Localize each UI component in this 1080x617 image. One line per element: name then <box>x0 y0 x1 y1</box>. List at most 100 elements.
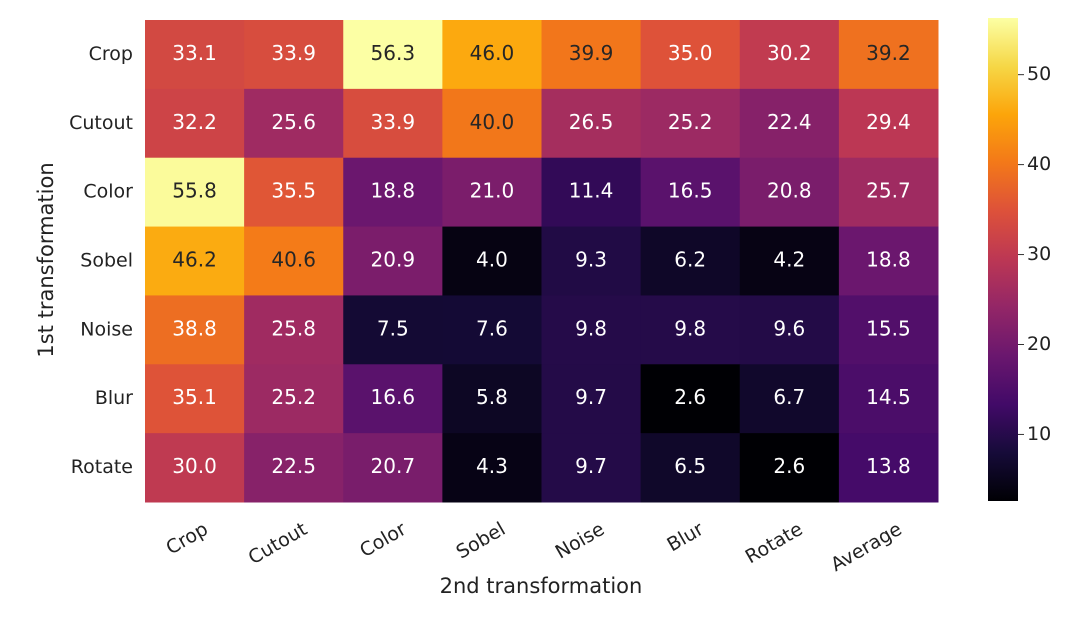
colorbar <box>988 18 1018 501</box>
x-tick-label: Crop <box>162 518 211 559</box>
heatmap-cell <box>442 88 542 159</box>
cell-label: 16.5 <box>668 179 713 203</box>
heatmap-cell <box>442 226 542 296</box>
cell-label: 25.2 <box>668 110 713 134</box>
cell-label: 33.9 <box>271 41 316 65</box>
cell-label: 21.0 <box>470 179 515 203</box>
heatmap-cell <box>442 20 542 90</box>
heatmap-cell <box>541 226 642 296</box>
cell-label: 2.6 <box>773 454 805 478</box>
heatmap-cell <box>244 20 344 90</box>
heatmap-cell <box>442 157 542 228</box>
heatmap-cell <box>145 88 245 159</box>
heatmap-cell <box>244 364 344 434</box>
cell-label: 13.8 <box>866 454 911 478</box>
heatmap-cell <box>739 20 840 90</box>
heatmap-cell <box>541 364 642 434</box>
heatmap-cell <box>640 88 741 159</box>
heatmap-cell <box>145 295 245 365</box>
cell-label: 20.7 <box>371 454 416 478</box>
heatmap-cell <box>343 295 443 365</box>
heatmap-cell <box>145 226 245 296</box>
heatmap-cell <box>838 157 939 228</box>
heatmap-cell <box>343 364 443 434</box>
heatmap-cell <box>343 88 443 159</box>
cell-label: 20.8 <box>767 179 812 203</box>
x-tick-label: Average <box>827 518 906 576</box>
cell-label: 15.5 <box>866 316 911 340</box>
heatmap-cell <box>145 433 245 503</box>
heatmap-cell <box>343 226 443 296</box>
heatmap-cell <box>541 433 642 503</box>
cell-label: 9.7 <box>575 385 607 409</box>
heatmap-cell <box>739 295 840 365</box>
x-tick-label: Noise <box>552 518 609 563</box>
cell-label: 7.5 <box>377 316 409 340</box>
cell-label: 22.5 <box>271 454 316 478</box>
cell-label: 4.2 <box>773 248 805 272</box>
cell-label: 5.8 <box>476 385 508 409</box>
cell-label: 6.7 <box>773 385 805 409</box>
cell-label: 46.0 <box>470 41 515 65</box>
cell-label: 55.8 <box>172 179 217 203</box>
cell-label: 22.4 <box>767 110 812 134</box>
heatmap-cell <box>838 20 939 90</box>
heatmap-cell <box>343 157 443 228</box>
heatmap-cell <box>145 20 245 90</box>
cell-label: 9.6 <box>773 316 805 340</box>
heatmap-cell <box>640 364 741 434</box>
cell-label: 56.3 <box>371 41 416 65</box>
cell-label: 4.0 <box>476 248 508 272</box>
y-tick-label: Crop <box>89 43 133 65</box>
heatmap-cell <box>541 88 642 159</box>
cell-label: 14.5 <box>866 385 911 409</box>
colorbar-tick-label: 40 <box>1027 153 1051 175</box>
heatmap-cell <box>739 88 840 159</box>
heatmap-cell <box>640 157 741 228</box>
cell-label: 25.2 <box>271 385 316 409</box>
y-tick-label: Sobel <box>80 250 133 272</box>
cell-label: 18.8 <box>866 248 911 272</box>
heatmap-cell <box>244 433 344 503</box>
cell-label: 9.3 <box>575 248 607 272</box>
heatmap-cell <box>838 433 939 503</box>
y-axis-label: 1st transformation <box>34 162 58 357</box>
cell-label: 35.5 <box>271 179 316 203</box>
cell-label: 46.2 <box>172 248 217 272</box>
heatmap-cell <box>739 157 840 228</box>
heatmap-cell <box>541 157 642 228</box>
y-tick-label: Color <box>83 181 133 203</box>
heatmap-cell <box>838 364 939 434</box>
heatmap-cell <box>739 433 840 503</box>
heatmap-cell <box>739 226 840 296</box>
cell-label: 33.1 <box>172 41 217 65</box>
cell-label: 25.8 <box>271 316 316 340</box>
cell-label: 40.6 <box>271 248 316 272</box>
cell-label: 9.7 <box>575 454 607 478</box>
heatmap-cell <box>244 88 344 159</box>
heatmap-cell <box>145 364 245 434</box>
y-tick-label: Rotate <box>71 456 133 478</box>
heatmap-cell <box>640 295 741 365</box>
x-tick-label: Blur <box>663 518 707 556</box>
heatmap-cell <box>442 364 542 434</box>
cell-label: 6.2 <box>674 248 706 272</box>
x-tick-label: Cutout <box>245 518 311 569</box>
heatmap-cell <box>640 20 741 90</box>
cell-label: 30.0 <box>172 454 217 478</box>
cell-label: 33.9 <box>371 110 416 134</box>
cell-label: 18.8 <box>371 179 416 203</box>
colorbar-tick-label: 30 <box>1027 243 1051 265</box>
heatmap-cell <box>541 295 642 365</box>
y-tick-label: Cutout <box>69 112 133 134</box>
heatmap-cell <box>838 295 939 365</box>
cell-label: 9.8 <box>575 316 607 340</box>
cell-label: 35.1 <box>172 385 217 409</box>
colorbar-tick-label: 20 <box>1027 333 1051 355</box>
cell-label: 7.6 <box>476 316 508 340</box>
heatmap-cell <box>739 364 840 434</box>
heatmap-cell <box>244 295 344 365</box>
x-axis-label: 2nd transformation <box>440 574 643 598</box>
heatmap-cell <box>442 295 542 365</box>
